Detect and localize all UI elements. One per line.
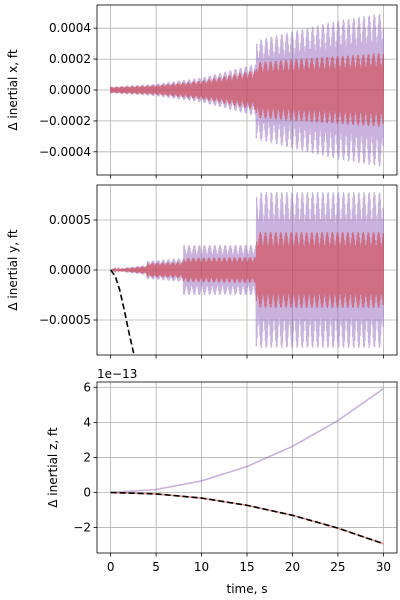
- y-tick-label: 0: [83, 485, 91, 499]
- x-tick-label: 5: [152, 560, 160, 574]
- grid: [97, 382, 397, 553]
- y-tick-label: 0.0004: [49, 21, 91, 35]
- series-line-3: [110, 491, 384, 545]
- y-axis-label: Δ inertial x, ft: [6, 49, 20, 131]
- y-tick-label: 0.0000: [49, 263, 91, 277]
- y-tick-label: −2: [73, 521, 91, 535]
- series-group: [110, 192, 385, 355]
- x-tick-label: 20: [285, 560, 300, 574]
- y-axis-label: Δ inertial z, ft: [46, 427, 60, 508]
- x-tick-label: 30: [376, 560, 391, 574]
- y-tick-label: 4: [83, 415, 91, 429]
- offset-text: 1e−13: [97, 367, 137, 381]
- y-tick-label: 0.0002: [49, 52, 91, 66]
- y-tick-label: 6: [83, 380, 91, 394]
- panel-2: −0.0005 0.0000 0.0005 Δ inertial y, ft: [6, 184, 398, 359]
- y-tick-label: 0.0000: [49, 83, 91, 97]
- series-line-1: [110, 388, 384, 494]
- y-tick-label: −0.0004: [39, 145, 91, 159]
- y-tick-label: −0.0002: [39, 114, 91, 128]
- y-tick-label: 2: [83, 450, 91, 464]
- series-line-3: [110, 269, 135, 355]
- series-group: [109, 13, 385, 167]
- x-tick-label: 25: [330, 560, 345, 574]
- series-line-2: [110, 231, 385, 309]
- panel-3: −2 0 2 4 6 0 5 10 15 20 25 30 Δ inertial z, ft time, …: [46, 367, 398, 596]
- y-tick-label: 0.0005: [49, 213, 91, 227]
- x-tick-label: 10: [194, 560, 209, 574]
- y-tick-label: −0.0005: [39, 313, 91, 327]
- series-group: [110, 388, 384, 545]
- panel-1: −0.0004 −0.0002 0.0000 0.0002 0.0004 Δ inerti…: [6, 4, 398, 179]
- x-axis-label: time, s: [227, 582, 268, 596]
- x-tick-label: 0: [107, 560, 115, 574]
- y-axis-label: Δ inertial y, ft: [6, 229, 20, 311]
- x-tick-label: 15: [239, 560, 254, 574]
- series-line-2: [109, 53, 385, 127]
